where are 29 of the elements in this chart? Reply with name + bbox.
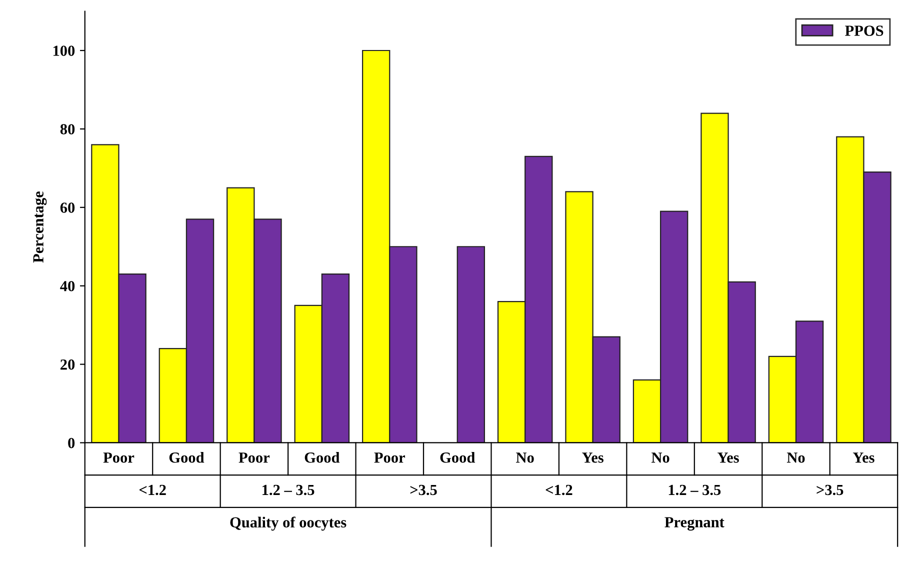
x-tick-label: Poor	[238, 452, 270, 463]
y-tick-label: 40	[60, 280, 75, 292]
y-tick-label: 60	[60, 202, 75, 213]
x-tick-label: No	[786, 452, 805, 463]
x-tick-label: Poor	[374, 452, 406, 463]
y-axis-title: Percentage	[33, 191, 47, 263]
x-tick-label: No	[652, 452, 670, 463]
text: 1.2 – 3.5	[668, 484, 721, 496]
text: >3.5	[816, 484, 844, 496]
text: 1.2 – 3.5	[262, 484, 314, 496]
x-tick-label: Good	[169, 452, 204, 463]
y-tick-label: 80	[60, 124, 75, 134]
x-tick-label: Poor	[103, 452, 134, 463]
y-tick-label: 0	[68, 438, 75, 448]
bar	[456, 246, 486, 443]
text: <1.2	[546, 484, 572, 496]
y-tick-label: 100	[53, 46, 75, 56]
x-tick-label: No	[516, 452, 534, 463]
x-tick-label: Yes	[852, 452, 874, 463]
x-tick-label: Yes	[582, 452, 604, 463]
text: >3.5	[410, 484, 437, 496]
text: Quality of oocytes	[230, 516, 346, 531]
x-tick-label: Good	[440, 452, 476, 463]
x-tick-label: Good	[304, 452, 340, 463]
text: <1.2	[139, 484, 166, 496]
legend-label: PPOS	[845, 26, 884, 36]
x-tick-label: Yes	[718, 452, 739, 463]
text: Pregnant	[664, 517, 724, 531]
y-tick-label: 20	[60, 359, 75, 370]
